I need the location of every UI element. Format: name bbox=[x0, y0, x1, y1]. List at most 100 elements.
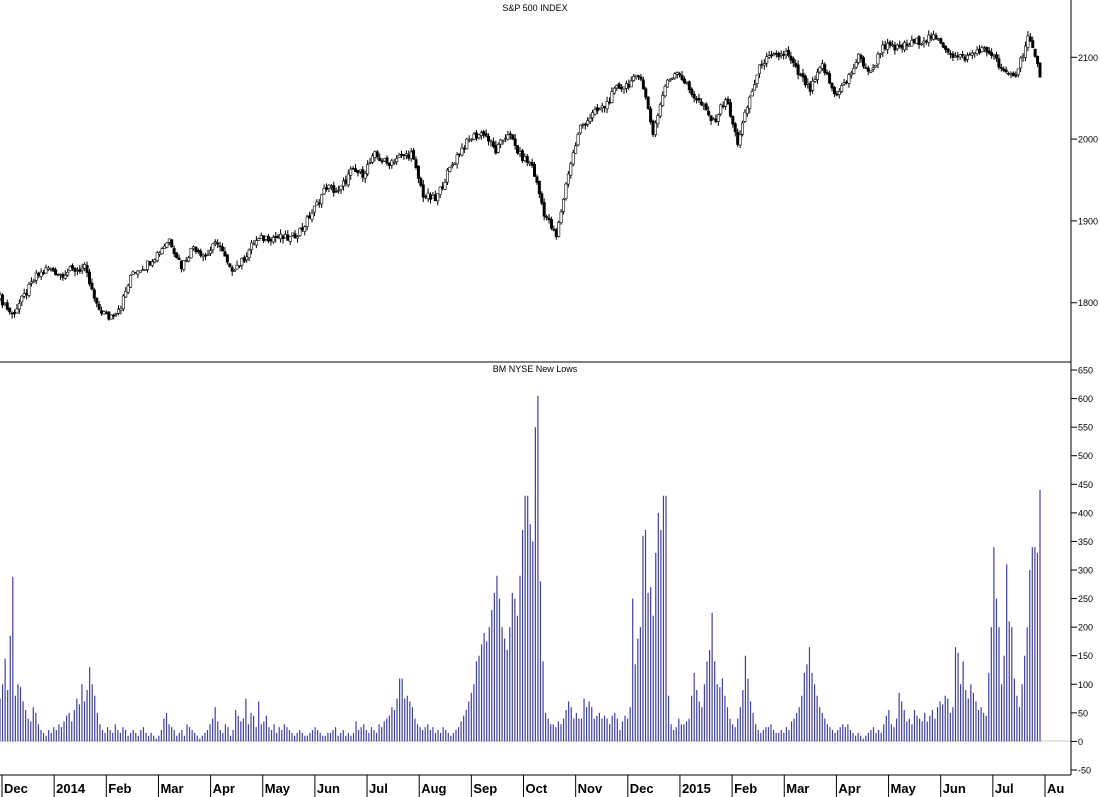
new-lows-bar bbox=[460, 721, 462, 742]
candle bbox=[266, 233, 270, 244]
candle bbox=[66, 268, 70, 278]
new-lows-bar bbox=[519, 575, 521, 742]
new-lows-bar bbox=[734, 727, 736, 742]
new-lows-bar bbox=[785, 727, 788, 742]
new-lows-bar bbox=[393, 710, 396, 742]
new-lows-bar bbox=[760, 732, 762, 742]
candle bbox=[562, 198, 566, 215]
candle bbox=[170, 238, 174, 248]
x-tick-label: Feb bbox=[734, 781, 757, 796]
new-lows-bar bbox=[434, 732, 437, 742]
new-lows-bar bbox=[1036, 552, 1039, 742]
candle bbox=[520, 148, 524, 163]
new-lows-bar bbox=[252, 715, 255, 742]
new-lows-bar bbox=[147, 735, 150, 742]
new-lows-bars bbox=[0, 395, 1041, 742]
candle bbox=[496, 142, 500, 154]
candle bbox=[465, 137, 469, 150]
new-lows-bar bbox=[819, 707, 821, 742]
candle bbox=[378, 153, 382, 162]
new-lows-bar bbox=[317, 730, 319, 742]
new-lows-bar bbox=[954, 647, 957, 742]
new-lows-bar bbox=[245, 698, 247, 742]
new-lows-bar bbox=[693, 672, 695, 742]
candle bbox=[728, 98, 732, 118]
candle bbox=[90, 278, 94, 291]
new-lows-bar bbox=[165, 712, 168, 742]
candle bbox=[87, 269, 91, 287]
new-lows-bar bbox=[288, 730, 291, 742]
new-lows-bar bbox=[188, 727, 191, 742]
candle bbox=[516, 145, 520, 155]
new-lows-bar bbox=[130, 732, 132, 742]
candle bbox=[293, 230, 297, 239]
new-lows-bar bbox=[383, 721, 385, 742]
new-lows-bar bbox=[150, 732, 152, 742]
new-lows-y-tick-label: 550 bbox=[1078, 423, 1093, 433]
candle bbox=[895, 43, 899, 51]
candle bbox=[412, 148, 416, 160]
candle bbox=[629, 76, 633, 88]
candle bbox=[733, 122, 737, 137]
candle bbox=[934, 32, 938, 40]
new-lows-bar bbox=[921, 721, 923, 742]
new-lows-bar bbox=[931, 710, 934, 742]
candle bbox=[189, 247, 193, 259]
new-lows-bar bbox=[665, 495, 667, 742]
new-lows-bar bbox=[94, 695, 96, 742]
x-tick-label: Feb bbox=[108, 781, 131, 796]
candle bbox=[591, 109, 595, 122]
new-lows-bar bbox=[534, 427, 536, 742]
candle bbox=[987, 47, 991, 55]
candle bbox=[678, 71, 682, 78]
new-lows-bar bbox=[301, 732, 303, 742]
new-lows-bar bbox=[104, 732, 106, 742]
sp500-y-tick-label: 1900 bbox=[1078, 216, 1098, 226]
candle bbox=[576, 132, 580, 147]
new-lows-bar bbox=[765, 727, 767, 742]
new-lows-bar bbox=[347, 732, 349, 742]
new-lows-bar bbox=[854, 735, 857, 742]
candle bbox=[298, 227, 302, 237]
new-lows-bar bbox=[217, 721, 219, 742]
candle bbox=[782, 50, 786, 60]
candle bbox=[910, 35, 914, 47]
new-lows-bar bbox=[17, 684, 19, 742]
new-lows-bar bbox=[1008, 621, 1010, 742]
new-lows-bar bbox=[660, 530, 662, 742]
candle bbox=[525, 154, 529, 167]
new-lows-bar bbox=[775, 732, 777, 742]
new-lows-bar bbox=[439, 732, 442, 742]
candle bbox=[854, 59, 858, 70]
new-lows-bar bbox=[58, 724, 60, 742]
new-lows-bar bbox=[373, 730, 375, 742]
new-lows-bar bbox=[414, 718, 416, 742]
new-lows-bar bbox=[176, 735, 178, 742]
candle bbox=[85, 261, 89, 278]
candle bbox=[944, 45, 948, 53]
new-lows-bar bbox=[60, 727, 63, 742]
new-lows-bar bbox=[949, 712, 951, 742]
new-lows-bar bbox=[603, 715, 606, 742]
new-lows-bar bbox=[852, 732, 854, 742]
candle bbox=[20, 295, 24, 306]
candle bbox=[583, 122, 587, 130]
new-lows-bar bbox=[132, 730, 134, 742]
new-lows-bar bbox=[178, 732, 180, 742]
new-lows-bar bbox=[778, 732, 780, 742]
candle bbox=[828, 70, 832, 85]
candle bbox=[172, 245, 176, 257]
new-lows-bar bbox=[145, 732, 147, 742]
new-lows-bar bbox=[22, 701, 24, 742]
candle bbox=[786, 46, 790, 58]
new-lows-bar bbox=[14, 695, 16, 742]
new-lows-bar bbox=[568, 701, 570, 742]
new-lows-bar bbox=[716, 684, 718, 742]
candle bbox=[1031, 36, 1035, 49]
new-lows-bar bbox=[304, 735, 306, 742]
new-lows-bar bbox=[78, 704, 81, 742]
new-lows-y-tick-label: 50 bbox=[1078, 708, 1088, 718]
new-lows-bar bbox=[401, 678, 403, 742]
new-lows-bar bbox=[411, 707, 414, 742]
